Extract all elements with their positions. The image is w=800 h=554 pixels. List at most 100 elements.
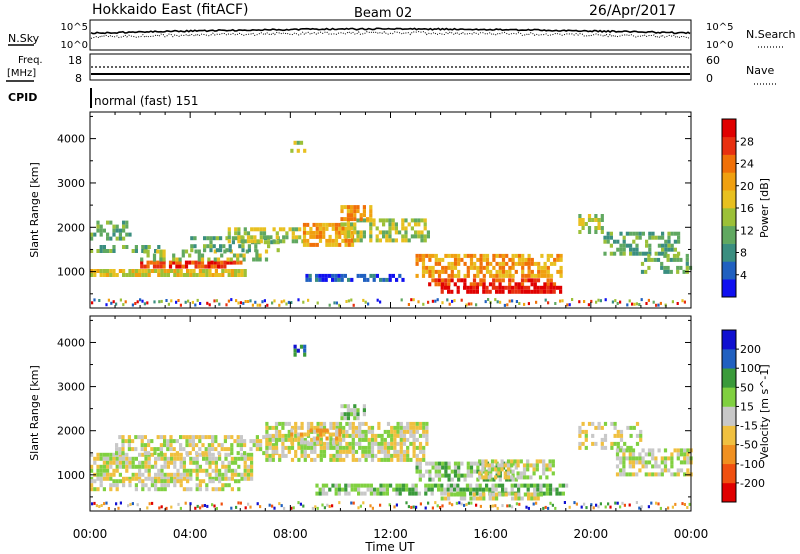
heatmap-cell: [293, 348, 297, 353]
heatmap-cell: [571, 298, 574, 301]
heatmap-cell: [444, 461, 448, 466]
heatmap-cell: [666, 257, 670, 262]
heatmap-cell: [205, 468, 209, 473]
heatmap-cell: [338, 445, 343, 450]
heatmap-cell: [581, 226, 585, 230]
heatmap-cell: [109, 236, 113, 241]
heatmap-cell: [267, 244, 271, 249]
heatmap-cell: [450, 265, 454, 270]
heatmap-cell: [322, 425, 327, 430]
heatmap-cell: [287, 437, 291, 442]
heatmap-cell: [476, 269, 480, 274]
heatmap-cell: [462, 487, 466, 492]
heatmap-cell: [638, 235, 642, 240]
heatmap-cell: [428, 282, 432, 287]
heatmap-cell: [112, 452, 116, 457]
heatmap-cell: [609, 243, 613, 248]
heatmap-cell: [255, 443, 259, 448]
heatmap-cell: [220, 443, 224, 448]
heatmap-cell: [517, 496, 521, 501]
heatmap-cell: [393, 425, 397, 430]
heatmap-cell: [479, 278, 483, 283]
heatmap-cell: [657, 472, 661, 477]
heatmap-cell: [157, 245, 161, 249]
heatmap-cell: [521, 253, 525, 258]
heatmap-cell: [434, 299, 437, 303]
heatmap-cell: [202, 479, 206, 484]
heatmap-cell: [498, 273, 502, 278]
heatmap-cell: [476, 461, 480, 466]
heatmap-cell: [670, 247, 674, 252]
heatmap-cell: [613, 433, 617, 438]
heatmap-cell: [501, 261, 506, 266]
heatmap-cell: [508, 269, 512, 274]
heatmap-cell: [211, 452, 215, 457]
heatmap-cell: [388, 238, 392, 243]
heatmap-cell: [240, 273, 244, 277]
heatmap-cell: [546, 269, 550, 274]
heatmap-cell: [391, 273, 395, 278]
heatmap-cell: [246, 472, 250, 477]
heatmap-cell: [109, 487, 113, 492]
heatmap-cell: [211, 487, 215, 492]
heatmap-cell: [316, 453, 320, 458]
heatmap-cell: [640, 261, 645, 266]
heatmap-cell: [273, 299, 276, 303]
heatmap-cell: [251, 303, 254, 307]
heatmap-cell: [647, 505, 650, 509]
heatmap-cell: [186, 479, 190, 484]
heatmap-cell: [223, 435, 227, 440]
heatmap-cell: [168, 260, 173, 265]
heatmap-cell: [375, 273, 379, 278]
heatmap-cell: [421, 261, 426, 266]
heatmap-cell: [143, 451, 147, 456]
heatmap-cell: [386, 449, 391, 454]
heatmap-cell: [299, 440, 304, 445]
heatmap-cell: [520, 483, 524, 488]
heatmap-cell: [374, 433, 378, 438]
heatmap-cell: [186, 476, 190, 481]
heatmap-cell: [530, 289, 534, 294]
heatmap-cell: [223, 260, 227, 265]
heatmap-cell: [592, 506, 595, 510]
heatmap-cell: [102, 456, 106, 461]
heatmap-cell: [241, 248, 245, 253]
heatmap-cell: [412, 449, 416, 454]
heatmap-cell: [122, 269, 126, 273]
heatmap-cell: [189, 269, 193, 273]
heatmap-cell: [482, 273, 486, 278]
heatmap-cell: [227, 235, 231, 240]
heatmap-cell: [578, 222, 582, 226]
velocity-ylabel: Slant Range [km]: [28, 365, 41, 461]
heatmap-cell: [453, 257, 458, 262]
heatmap-cell: [533, 273, 538, 278]
colorbar-segment: [722, 349, 736, 369]
heatmap-cell: [312, 234, 316, 239]
heatmap-cell: [318, 222, 323, 227]
heatmap-cell: [351, 445, 355, 450]
heatmap-cell: [430, 491, 434, 496]
heatmap-cell: [578, 425, 582, 430]
heatmap-cell: [670, 456, 674, 461]
heatmap-cell: [287, 433, 291, 438]
heatmap-cell: [106, 464, 110, 469]
heatmap-cell: [209, 244, 213, 249]
heatmap-cell: [428, 257, 432, 262]
heatmap-cell: [543, 273, 547, 278]
heatmap-cell: [237, 235, 241, 240]
heatmap-cell: [290, 425, 295, 430]
heatmap-cell: [519, 459, 523, 464]
heatmap-cell: [676, 468, 680, 473]
heatmap-cell: [681, 299, 684, 303]
heatmap-cell: [587, 230, 592, 234]
heatmap-cell: [208, 269, 212, 273]
heatmap-cell: [663, 253, 667, 258]
heatmap-cell: [434, 469, 438, 474]
heatmap-cell: [209, 236, 213, 241]
heatmap-cell: [358, 433, 362, 438]
heatmap-cell: [578, 214, 582, 218]
heatmap-cell: [335, 449, 339, 454]
heatmap-cell: [654, 235, 658, 240]
heatmap-cell: [125, 224, 129, 229]
heatmap-cell: [402, 457, 407, 462]
